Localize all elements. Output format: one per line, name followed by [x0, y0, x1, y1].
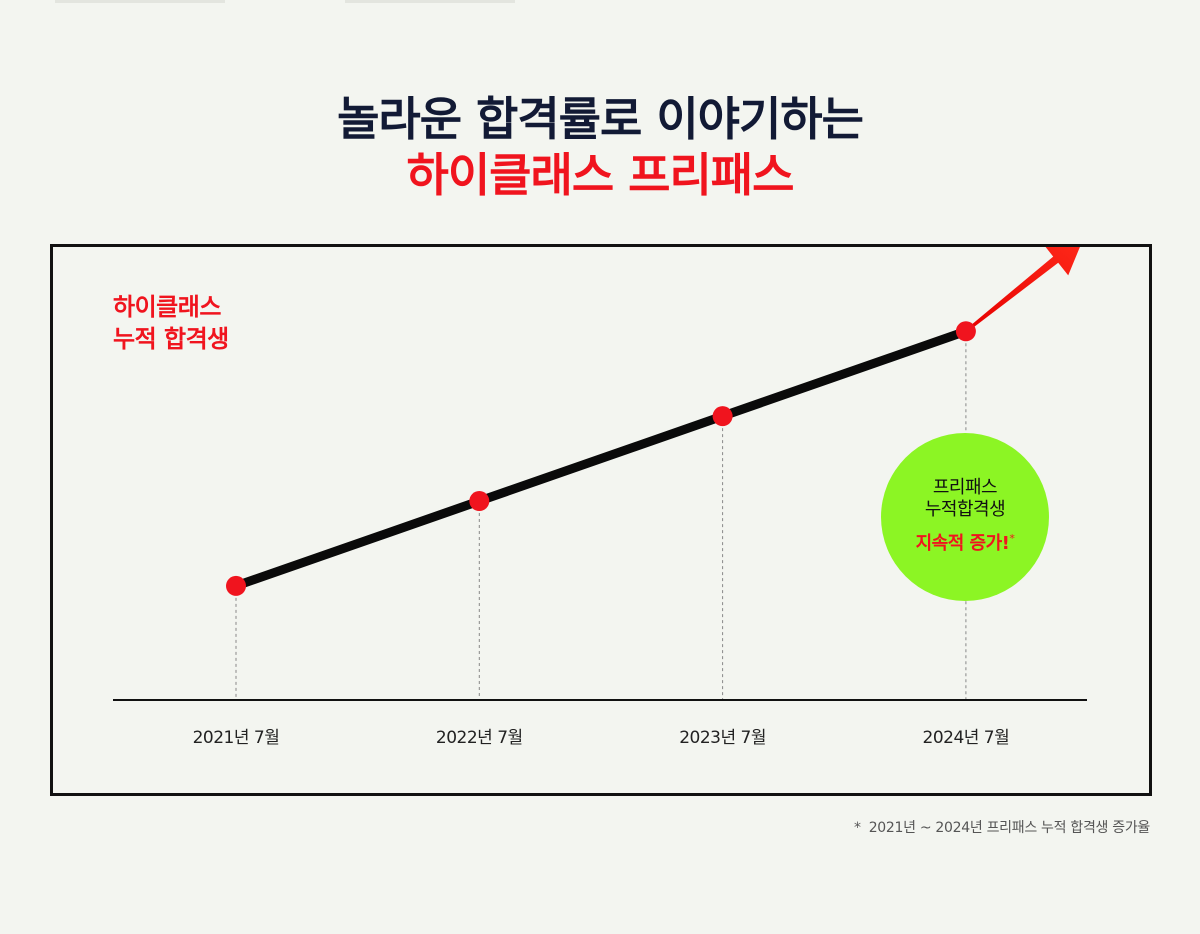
- badge-line-1: 프리패스: [932, 477, 998, 498]
- headline-line-2: 하이클래스 프리패스: [406, 148, 795, 202]
- series-label-line-1: 하이클래스: [113, 293, 221, 321]
- data-point: [469, 491, 490, 512]
- badge-highlight: 지속적 증가!*: [916, 529, 1015, 555]
- badge-highlight-text: 지속적 증가!: [915, 533, 1010, 554]
- footnote-text: 2021년 ~ 2024년 프리패스 누적 합격생 증가율: [868, 820, 1151, 836]
- series-label: 하이클래스 누적 합격생: [113, 291, 229, 355]
- badge-line-2: 누적합격생: [924, 499, 1006, 520]
- footnote-mark: *: [853, 820, 861, 836]
- x-tick-label: 2021년 7월: [192, 728, 280, 748]
- series-label-line-2: 누적 합격생: [113, 325, 229, 353]
- top-strip-left: [55, 0, 225, 3]
- x-tick-label: 2023년 7월: [679, 728, 766, 748]
- line-chart: [113, 247, 1087, 701]
- series-line: [231, 326, 971, 591]
- headline-line-1: 놀라운 합격률로 이야기하는: [337, 92, 864, 146]
- x-tick-label: 2024년 7월: [922, 728, 1010, 748]
- data-point: [955, 321, 976, 342]
- trend-arrow-icon: [965, 247, 1080, 333]
- x-tick-label: 2022년 7월: [435, 728, 523, 748]
- badge-footnote-mark: *: [1009, 532, 1015, 545]
- data-point: [226, 575, 246, 596]
- data-point: [712, 406, 733, 427]
- footnote: * 2021년 ~ 2024년 프리패스 누적 합격생 증가율: [854, 817, 1150, 837]
- growth-badge: 프리패스 누적합격생 지속적 증가!*: [881, 433, 1049, 601]
- chart-frame: 하이클래스 누적 합격생 2021년 7월 2022년 7월 2023년 7월 …: [50, 244, 1152, 796]
- top-strip-right: [345, 0, 515, 3]
